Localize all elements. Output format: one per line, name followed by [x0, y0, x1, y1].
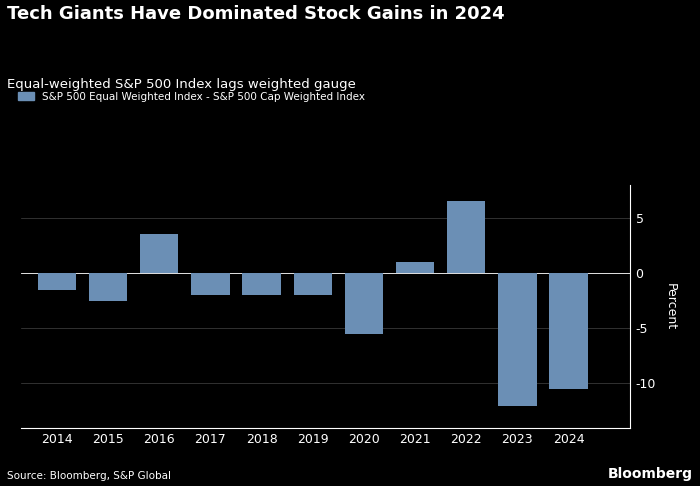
Text: Tech Giants Have Dominated Stock Gains in 2024: Tech Giants Have Dominated Stock Gains i…	[7, 5, 505, 23]
Y-axis label: Percent: Percent	[664, 283, 677, 330]
Bar	[293, 273, 332, 295]
Bar	[89, 273, 127, 301]
Bar	[191, 273, 230, 295]
Text: Bloomberg: Bloomberg	[608, 467, 693, 481]
Bar	[344, 273, 383, 334]
Bar	[38, 273, 76, 290]
Bar	[396, 262, 434, 273]
Text: Equal-weighted S&P 500 Index lags weighted gauge: Equal-weighted S&P 500 Index lags weight…	[7, 78, 356, 91]
Bar	[242, 273, 281, 295]
Bar	[550, 273, 588, 389]
Bar	[498, 273, 537, 406]
Text: Source: Bloomberg, S&P Global: Source: Bloomberg, S&P Global	[7, 471, 171, 481]
Legend: S&P 500 Equal Weighted Index - S&P 500 Cap Weighted Index: S&P 500 Equal Weighted Index - S&P 500 C…	[14, 88, 370, 106]
Bar	[140, 234, 178, 273]
Bar	[447, 201, 485, 273]
